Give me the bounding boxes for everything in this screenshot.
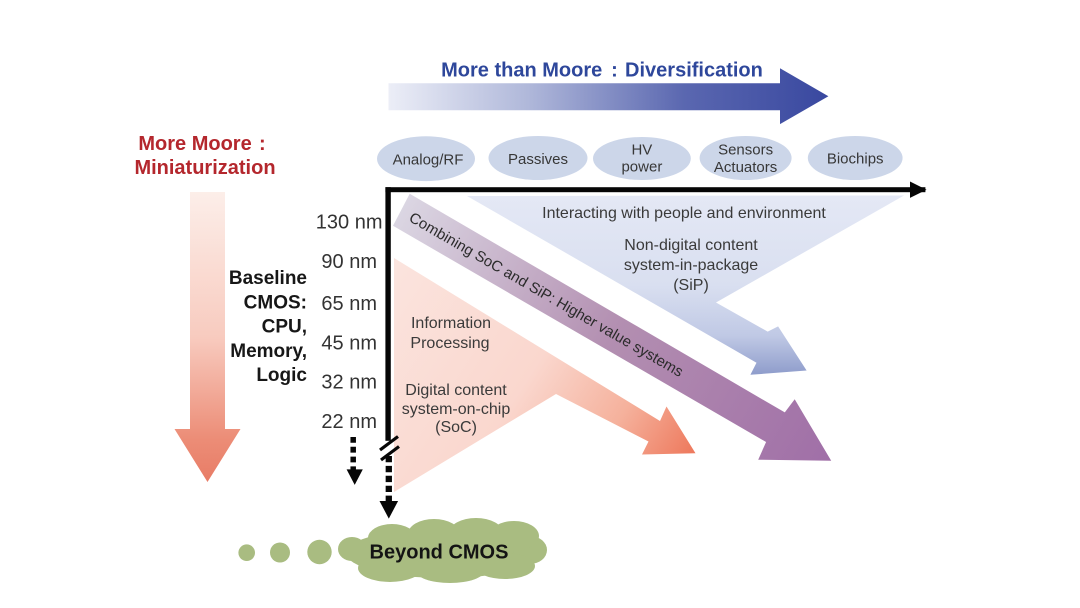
svg-text:Digital content: Digital content bbox=[405, 382, 507, 399]
svg-text:Actuators: Actuators bbox=[714, 159, 777, 176]
svg-text:power: power bbox=[621, 159, 662, 176]
svg-text:Memory,: Memory, bbox=[230, 341, 307, 362]
svg-text:HV: HV bbox=[631, 142, 652, 159]
svg-text:Processing: Processing bbox=[410, 335, 489, 352]
svg-text:Miniaturization: Miniaturization bbox=[134, 157, 275, 179]
svg-text:65 nm: 65 nm bbox=[321, 293, 377, 315]
svg-text:Sensors: Sensors bbox=[718, 142, 773, 159]
svg-text:22 nm: 22 nm bbox=[321, 411, 377, 433]
svg-text:Analog/RF: Analog/RF bbox=[393, 152, 464, 169]
svg-text:45 nm: 45 nm bbox=[321, 332, 377, 354]
svg-text:90 nm: 90 nm bbox=[321, 251, 377, 273]
svg-text:Beyond CMOS: Beyond CMOS bbox=[370, 542, 509, 564]
svg-text:Non-digital content: Non-digital content bbox=[624, 237, 758, 254]
svg-text:(SiP): (SiP) bbox=[673, 277, 709, 294]
svg-text:CMOS:: CMOS: bbox=[244, 292, 307, 313]
svg-text:system-on-chip: system-on-chip bbox=[402, 401, 511, 418]
svg-text:Logic: Logic bbox=[256, 365, 307, 386]
svg-text:system-in-package: system-in-package bbox=[624, 257, 758, 274]
svg-text:Baseline: Baseline bbox=[229, 268, 307, 289]
svg-text:More than Moore : Diversifi: More than Moore : Diversification bbox=[441, 60, 763, 82]
svg-text:Passives: Passives bbox=[508, 151, 568, 168]
svg-text:CPU,: CPU, bbox=[262, 317, 307, 338]
svg-text:Interacting with people and en: Interacting with people and environment bbox=[542, 205, 826, 222]
svg-text:130 nm: 130 nm bbox=[316, 212, 383, 234]
svg-text:Biochips: Biochips bbox=[827, 151, 884, 168]
svg-text:Information: Information bbox=[411, 315, 491, 332]
svg-text:32 nm: 32 nm bbox=[321, 371, 377, 393]
svg-text:(SoC): (SoC) bbox=[435, 419, 477, 436]
svg-text:More Moore :: More Moore : bbox=[138, 133, 265, 155]
